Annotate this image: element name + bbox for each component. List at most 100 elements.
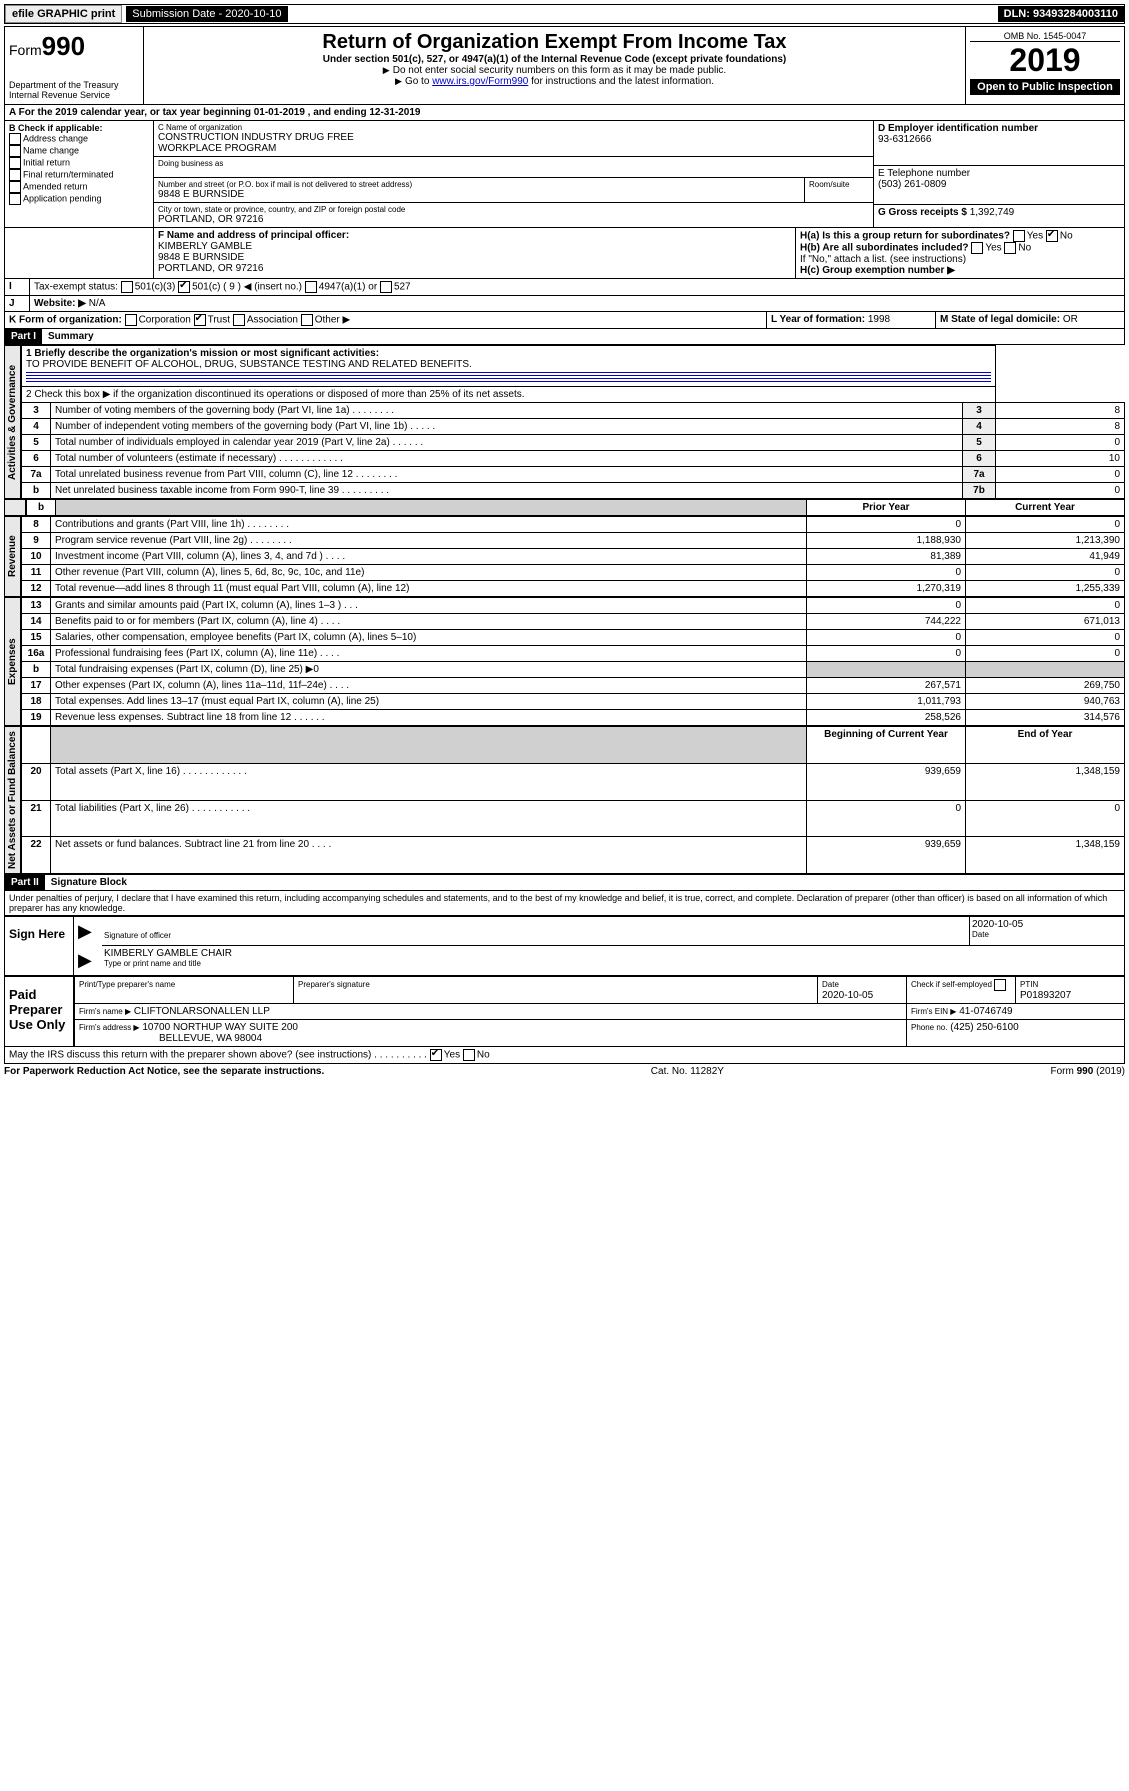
paid-preparer-block: Paid Preparer Use Only Print/Type prepar… bbox=[4, 976, 1125, 1047]
dln: DLN: 93493284003110 bbox=[998, 6, 1124, 22]
officer-name: KIMBERLY GAMBLE bbox=[158, 241, 252, 252]
discuss-no[interactable] bbox=[463, 1049, 475, 1061]
footer-left: For Paperwork Reduction Act Notice, see … bbox=[4, 1066, 324, 1077]
firm-ein: 41-0746749 bbox=[959, 1006, 1012, 1017]
hb-note: If "No," attach a list. (see instruction… bbox=[800, 254, 1120, 265]
firm-name-label: Firm's name ▶ bbox=[79, 1007, 131, 1016]
sig-officer-label: Signature of officer bbox=[104, 931, 967, 940]
room-label: Room/suite bbox=[804, 178, 873, 202]
phone-value: (503) 261-0809 bbox=[878, 179, 946, 190]
head-curr: Current Year bbox=[966, 500, 1125, 516]
ha-yes[interactable] bbox=[1013, 230, 1025, 242]
phone-label: E Telephone number bbox=[878, 168, 970, 179]
k-trust[interactable] bbox=[194, 314, 206, 326]
row-16b: Total fundraising expenses (Part IX, col… bbox=[51, 662, 807, 678]
addr-label: Number and street (or P.O. box if mail i… bbox=[158, 180, 800, 189]
check-name-change[interactable] bbox=[9, 145, 21, 157]
section-bcdeg: B Check if applicable: Address change Na… bbox=[4, 121, 1125, 228]
ha-label: H(a) Is this a group return for subordin… bbox=[800, 231, 1010, 242]
check-amended[interactable] bbox=[9, 181, 21, 193]
officer-name-title: KIMBERLY GAMBLE CHAIR bbox=[104, 948, 1122, 959]
prep-date: 2020-10-05 bbox=[822, 990, 873, 1001]
website-value: N/A bbox=[89, 298, 106, 309]
form-number: Form990 bbox=[9, 31, 139, 62]
head-prior: Prior Year bbox=[807, 500, 966, 516]
note-ssn: Do not enter social security numbers on … bbox=[148, 65, 961, 76]
check-app-pending[interactable] bbox=[9, 193, 21, 205]
ha-no[interactable] bbox=[1046, 230, 1058, 242]
hb-label: H(b) Are all subordinates included? bbox=[800, 243, 969, 254]
h-preparer-name: Print/Type preparer's name bbox=[79, 980, 175, 989]
officer-addr: 9848 E BURNSIDE bbox=[158, 252, 244, 263]
firm-phone-label: Phone no. bbox=[911, 1023, 947, 1032]
sig-date: 2020-10-05 bbox=[972, 919, 1122, 930]
check-initial-return[interactable] bbox=[9, 157, 21, 169]
arrow-icon: ▶ bbox=[74, 917, 102, 946]
check-selfemp[interactable] bbox=[994, 979, 1006, 991]
hb-yes[interactable] bbox=[971, 242, 983, 254]
form990-link[interactable]: www.irs.gov/Form990 bbox=[432, 76, 528, 87]
firm-addr-label: Firm's address ▶ bbox=[79, 1023, 140, 1032]
firm-phone: (425) 250-6100 bbox=[950, 1022, 1018, 1033]
check-final-return[interactable] bbox=[9, 169, 21, 181]
i-501c3[interactable] bbox=[121, 281, 133, 293]
h-preparer-sig: Preparer's signature bbox=[298, 980, 370, 989]
ein-label: D Employer identification number bbox=[878, 123, 1038, 134]
paid-preparer-label: Paid Preparer Use Only bbox=[4, 976, 74, 1047]
discuss-yes[interactable] bbox=[430, 1049, 442, 1061]
omb-no: OMB No. 1545-0047 bbox=[970, 31, 1120, 42]
org-name-1: CONSTRUCTION INDUSTRY DRUG FREE bbox=[158, 132, 869, 143]
part2-header: Part IISignature Block bbox=[4, 874, 1125, 891]
q1-label: 1 Briefly describe the organization's mi… bbox=[26, 348, 379, 359]
sign-here-label: Sign Here bbox=[4, 916, 74, 976]
head-end: End of Year bbox=[966, 727, 1125, 764]
i-527[interactable] bbox=[380, 281, 392, 293]
k-corp[interactable] bbox=[125, 314, 137, 326]
arrow-icon: ▶ bbox=[74, 946, 102, 975]
ptin-value: P01893207 bbox=[1020, 990, 1071, 1001]
i-4947[interactable] bbox=[305, 281, 317, 293]
year-formation: 1998 bbox=[868, 314, 890, 325]
date-label: Date bbox=[972, 930, 1122, 939]
ein-value: 93-6312666 bbox=[878, 134, 931, 145]
i-501c[interactable] bbox=[178, 281, 190, 293]
section-c: C Name of organization CONSTRUCTION INDU… bbox=[154, 121, 874, 227]
page-footer: For Paperwork Reduction Act Notice, see … bbox=[4, 1064, 1125, 1079]
side-revenue: Revenue bbox=[4, 516, 21, 597]
tax-year: 2019 bbox=[970, 42, 1120, 79]
section-de: D Employer identification number 93-6312… bbox=[874, 121, 1124, 227]
note-link: Go to www.irs.gov/Form990 for instructio… bbox=[148, 76, 961, 87]
side-governance: Activities & Governance bbox=[4, 345, 21, 499]
officer-city: PORTLAND, OR 97216 bbox=[158, 263, 263, 274]
hb-no[interactable] bbox=[1004, 242, 1016, 254]
efile-button[interactable]: efile GRAPHIC print bbox=[5, 5, 122, 23]
city-label: City or town, state or province, country… bbox=[158, 205, 869, 214]
org-name-label: C Name of organization bbox=[158, 123, 869, 132]
netassets-table: Beginning of Current Year End of Year 20… bbox=[21, 726, 1125, 874]
firm-ein-label: Firm's EIN ▶ bbox=[911, 1007, 956, 1016]
form-header: Form990 Department of the Treasury Inter… bbox=[4, 26, 1125, 105]
mission-text: TO PROVIDE BENEFIT OF ALCOHOL, DRUG, SUB… bbox=[26, 359, 472, 370]
footer-center: Cat. No. 11282Y bbox=[651, 1066, 724, 1077]
side-expenses: Expenses bbox=[4, 597, 21, 726]
section-i: I Tax-exempt status: 501(c)(3) 501(c) ( … bbox=[4, 279, 1125, 296]
check-address-change[interactable] bbox=[9, 133, 21, 145]
head-begin: Beginning of Current Year bbox=[807, 727, 966, 764]
revenue-table: 8Contributions and grants (Part VIII, li… bbox=[21, 516, 1125, 597]
h-date: Date bbox=[822, 980, 839, 989]
open-public: Open to Public Inspection bbox=[970, 79, 1120, 95]
org-city: PORTLAND, OR 97216 bbox=[158, 214, 869, 225]
sign-here-block: Sign Here ▶ Signature of officer 2020-10… bbox=[4, 916, 1125, 976]
k-other[interactable] bbox=[301, 314, 313, 326]
h-ptin: PTIN bbox=[1020, 980, 1038, 989]
tax-year-range: For the 2019 calendar year, or tax year … bbox=[19, 107, 421, 118]
submission-date: Submission Date - 2020-10-10 bbox=[126, 6, 287, 22]
firm-addr1: 10700 NORTHUP WAY SUITE 200 bbox=[142, 1022, 298, 1033]
k-assoc[interactable] bbox=[233, 314, 245, 326]
gross-label: G Gross receipts $ bbox=[878, 207, 967, 218]
expenses-table: 13Grants and similar amounts paid (Part … bbox=[21, 597, 1125, 726]
org-name-2: WORKPLACE PROGRAM bbox=[158, 143, 869, 154]
section-b: B Check if applicable: Address change Na… bbox=[5, 121, 154, 227]
firm-name: CLIFTONLARSONALLEN LLP bbox=[134, 1006, 270, 1017]
gross-value: 1,392,749 bbox=[970, 207, 1015, 218]
